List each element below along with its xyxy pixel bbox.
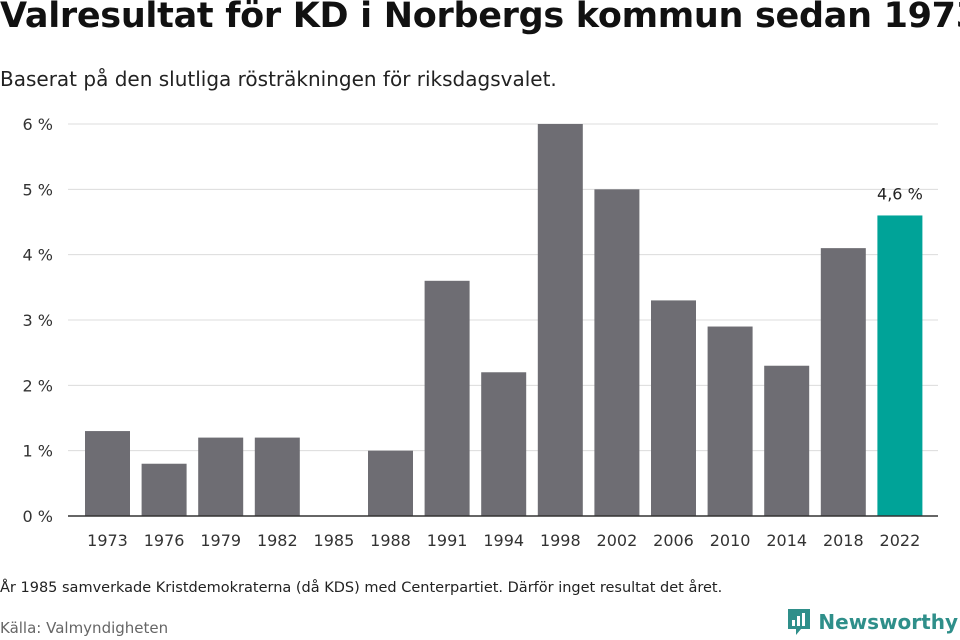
- bar: [594, 189, 640, 517]
- y-tick-label: 0 %: [23, 507, 53, 526]
- bar: [481, 372, 527, 516]
- bar: [651, 300, 696, 516]
- bar: [764, 365, 810, 516]
- bar: [537, 124, 583, 516]
- x-tick-label: 2018: [823, 531, 864, 550]
- x-tick-label: 2014: [766, 531, 807, 550]
- bar-chart: 0 % 1 % 2 % 3 % 4 % 5 % 6 % 1973 1976 1979 1982 198…: [23, 115, 938, 550]
- data-label: 4,6 %: [877, 184, 923, 203]
- x-tick-label: 2006: [653, 531, 694, 550]
- y-tick-label: 1 %: [23, 442, 53, 461]
- bar: [198, 437, 244, 516]
- y-tick-label: 3 %: [23, 311, 53, 330]
- chart-title: Valresultat för KD i Norbergs kommun sed…: [0, 0, 960, 36]
- x-tick-label: 2022: [880, 531, 921, 550]
- x-tick-label: 2002: [597, 531, 638, 550]
- bar: [707, 326, 753, 516]
- chart-subtitle: Baserat på den slutliga rösträkningen fö…: [0, 67, 557, 91]
- x-tick-label: 1998: [540, 531, 581, 550]
- y-tick-label: 6 %: [23, 115, 53, 134]
- y-tick-label: 5 %: [23, 180, 53, 199]
- brand-name: Newsworthy: [818, 610, 958, 634]
- bar: [820, 248, 866, 516]
- x-tick-label: 1994: [483, 531, 524, 550]
- y-tick-label: 2 %: [23, 376, 53, 395]
- x-tick-label: 1991: [427, 531, 468, 550]
- bar: [368, 450, 413, 516]
- brand-logo: Newsworthy: [786, 607, 958, 637]
- bar: [85, 431, 130, 516]
- newsworthy-logo-icon: [788, 609, 811, 635]
- x-tick-label: 1985: [314, 531, 355, 550]
- x-tick-label: 2010: [710, 531, 751, 550]
- bar: [877, 215, 923, 516]
- y-tick-label: 4 %: [23, 246, 53, 265]
- x-tick-label: 1976: [144, 531, 185, 550]
- x-tick-label: 1973: [87, 531, 128, 550]
- x-tick-label: 1979: [200, 531, 241, 550]
- source-note: Källa: Valmyndigheten: [0, 619, 169, 637]
- bar: [424, 280, 470, 516]
- bar: [254, 437, 300, 516]
- footnote: År 1985 samverkade Kristdemokraterna (då…: [0, 580, 723, 596]
- x-tick-label: 1982: [257, 531, 298, 550]
- x-tick-label: 1988: [370, 531, 411, 550]
- bar: [141, 463, 187, 516]
